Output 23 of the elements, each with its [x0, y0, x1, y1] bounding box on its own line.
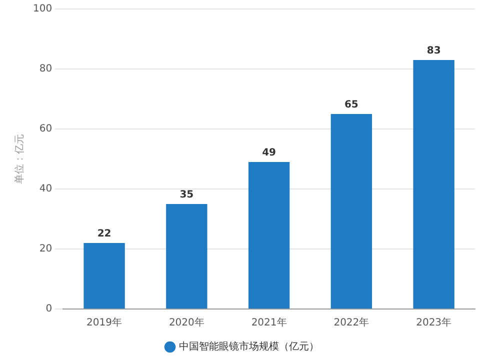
data-label: 83	[426, 46, 441, 57]
y-tick-label: 20	[39, 244, 52, 255]
data-label: 35	[180, 190, 194, 201]
bar	[248, 162, 290, 308]
bar	[330, 114, 372, 308]
x-tick-label: 2021年	[251, 316, 287, 329]
y-axis-title: 单位：亿元	[14, 134, 26, 184]
bar	[166, 204, 208, 308]
y-tick-label: 100	[32, 4, 52, 15]
y-tick-label: 60	[39, 124, 52, 135]
y-tick-label: 40	[39, 184, 52, 195]
x-tick-label: 2023年	[416, 316, 452, 329]
data-label: 49	[262, 148, 276, 159]
x-tick-label: 2019年	[86, 316, 122, 329]
data-label: 65	[344, 100, 358, 111]
legend-label: 中国智能眼镜市场规模（亿元）	[179, 340, 319, 353]
data-label: 22	[97, 228, 112, 240]
y-tick-label: 0	[46, 304, 52, 315]
bar	[84, 243, 125, 308]
x-tick-label: 2022年	[334, 316, 370, 329]
x-tick-label: 2020年	[168, 316, 204, 329]
bar	[413, 60, 454, 308]
y-tick-label: 80	[39, 64, 52, 75]
